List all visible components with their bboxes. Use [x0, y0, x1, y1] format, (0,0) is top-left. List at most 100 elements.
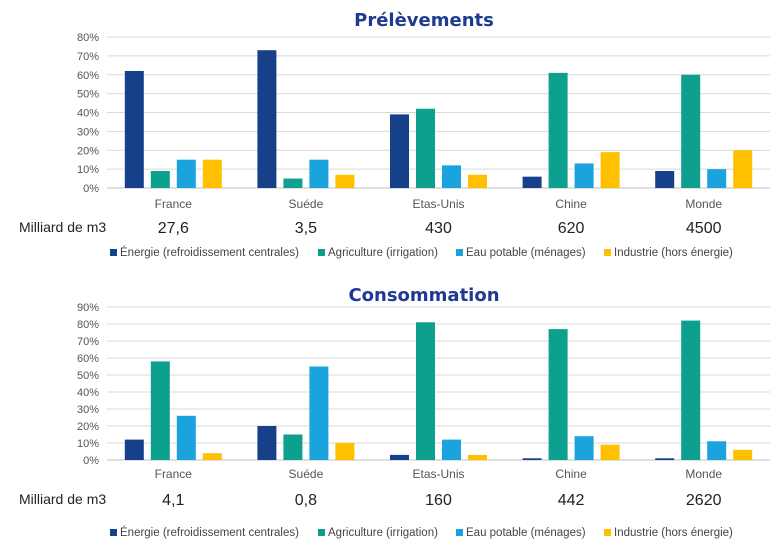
chart-consommation: Consommation 0% 10% 20% 30% 40% 50% 60% 70% 80% 9…: [19, 285, 770, 539]
y-tick-label: 0%: [83, 455, 99, 467]
category-label: Monde: [685, 197, 722, 211]
y-tick-label: 50%: [77, 89, 99, 101]
bar: [309, 159, 329, 188]
legend-label: Agriculture (irrigation): [328, 527, 438, 539]
legend-label: Eau potable (ménages): [466, 527, 586, 539]
category-label: Suéde: [289, 467, 324, 481]
bar: [600, 152, 620, 188]
bar: [202, 453, 222, 460]
bar: [707, 169, 727, 188]
bar: [522, 458, 542, 460]
bar: [390, 454, 409, 460]
legend-swatch: [456, 529, 463, 536]
category-label: Monde: [685, 467, 722, 481]
legend: Énergie (refroidissement centrales) Agric…: [110, 526, 733, 539]
bar: [283, 434, 303, 460]
bar: [124, 439, 144, 460]
volume-values: 4,1 0,8 160 442 2620: [162, 492, 721, 509]
legend-swatch: [604, 249, 611, 256]
bar: [442, 439, 461, 460]
y-tick-label: 50%: [77, 370, 99, 382]
bar: [733, 150, 753, 188]
category-label: Chine: [555, 467, 587, 481]
bar: [468, 454, 487, 460]
bar: [202, 159, 222, 188]
bar: [150, 361, 170, 460]
volume-value: 4,1: [162, 492, 184, 509]
legend-label: Agriculture (irrigation): [328, 247, 438, 259]
bar: [548, 329, 568, 460]
y-tick-label: 10%: [77, 438, 99, 450]
volume-values: 27,6 3,5 430 620 4500: [158, 220, 722, 237]
bar: [522, 176, 542, 188]
y-tick-label: 90%: [77, 302, 99, 314]
bar: [655, 458, 675, 460]
category-label: Chine: [555, 197, 587, 211]
legend: Énergie (refroidissement centrales) Agric…: [110, 246, 733, 259]
y-tick-label: 20%: [77, 421, 99, 433]
bar: [309, 366, 329, 460]
volume-value: 4500: [686, 220, 722, 237]
bar: [707, 441, 727, 460]
volume-value: 3,5: [295, 220, 317, 237]
bar: [257, 426, 277, 460]
legend-label: Industrie (hors énergie): [614, 247, 733, 259]
y-tick-labels: 0% 10% 20% 30% 40% 50% 60% 70% 80% 90%: [77, 302, 99, 467]
category-label: France: [155, 467, 193, 481]
volume-value: 620: [558, 220, 585, 237]
chart-prelevements: Prélèvements 0%10%20%30%40%50%60%70%80% …: [19, 10, 770, 259]
bar: [416, 322, 435, 460]
legend-label: Énergie (refroidissement centrales): [120, 246, 299, 259]
bar: [257, 50, 277, 189]
y-tick-label: 60%: [77, 70, 99, 82]
category-labels: France Suéde Etas-Unis Chine Monde: [155, 197, 723, 211]
bar: [600, 444, 620, 460]
legend-swatch: [110, 529, 117, 536]
y-tick-label: 30%: [77, 404, 99, 416]
legend-swatch: [318, 529, 325, 536]
chart-title-consommation: Consommation: [348, 285, 499, 306]
bar: [574, 163, 594, 188]
legend-label: Énergie (refroidissement centrales): [120, 526, 299, 539]
bars: [124, 50, 753, 189]
gridlines: [107, 306, 770, 461]
bar: [150, 171, 170, 188]
volume-value: 442: [558, 492, 585, 509]
y-tick-label: 40%: [77, 387, 99, 399]
y-tick-label: 10%: [77, 164, 99, 176]
bar: [468, 174, 487, 188]
bar: [176, 415, 196, 460]
volume-value: 430: [425, 220, 452, 237]
bar: [124, 70, 144, 188]
category-labels: France Suéde Etas-Unis Chine Monde: [155, 467, 723, 481]
bars: [124, 320, 753, 460]
volume-value: 0,8: [295, 492, 317, 509]
bar: [681, 320, 701, 460]
y-tick-label: 80%: [77, 319, 99, 331]
volume-value: 2620: [686, 492, 722, 509]
bar: [681, 74, 701, 188]
category-label: Etas-Unis: [412, 467, 464, 481]
category-label: Etas-Unis: [412, 197, 464, 211]
y-tick-label: 40%: [77, 108, 99, 120]
y-tick-label: 30%: [77, 126, 99, 138]
legend-swatch: [318, 249, 325, 256]
bar: [442, 165, 461, 188]
category-label: Suéde: [289, 197, 324, 211]
bar: [416, 108, 435, 188]
legend-swatch: [456, 249, 463, 256]
y-tick-label: 70%: [77, 51, 99, 63]
bar: [176, 159, 196, 188]
bar: [283, 178, 303, 188]
bar: [574, 436, 594, 460]
y-tick-label: 60%: [77, 353, 99, 365]
chart-title-prelevements: Prélèvements: [354, 10, 494, 31]
volume-value: 27,6: [158, 220, 189, 237]
bar: [335, 174, 355, 188]
bar: [655, 171, 675, 188]
y-tick-label: 20%: [77, 145, 99, 157]
legend-label: Eau potable (ménages): [466, 247, 586, 259]
y-tick-label: 70%: [77, 336, 99, 348]
category-label: France: [155, 197, 193, 211]
